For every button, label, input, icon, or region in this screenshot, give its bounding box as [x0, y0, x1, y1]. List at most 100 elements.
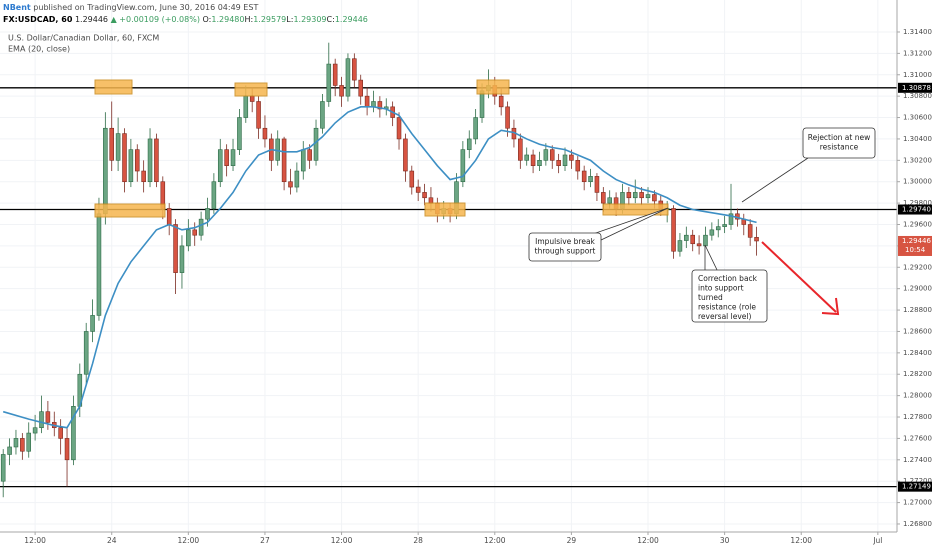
author[interactable]: NBent	[3, 3, 31, 12]
y-tick-label: 1.31200	[903, 49, 932, 57]
candle-body	[20, 438, 25, 452]
candle-body	[294, 170, 300, 188]
level-tag	[898, 481, 932, 492]
y-tick-label: 1.27400	[903, 456, 932, 464]
quote-key: H:	[244, 15, 253, 24]
candle-body	[7, 446, 12, 455]
candle-body	[58, 427, 63, 439]
candle-body	[109, 127, 115, 161]
candle-body	[288, 181, 293, 188]
candle-body	[652, 194, 657, 202]
x-tick-label: 12:00	[484, 536, 506, 545]
y-tick-label: 1.29600	[903, 221, 932, 229]
candle-body	[671, 208, 676, 252]
candle-body	[339, 85, 344, 97]
ema-line	[2, 106, 757, 429]
candle-body	[537, 160, 542, 166]
note-text: Impulsive break through support	[535, 237, 596, 256]
candle-body	[179, 245, 185, 273]
indicator-label: EMA (20, close)	[8, 45, 70, 54]
note-line: resistance	[820, 143, 859, 152]
x-tick-label: 12:00	[331, 536, 353, 545]
attribution: published on TradingView.com, June 30, 2…	[33, 3, 258, 12]
candle-body	[134, 149, 140, 172]
x-tick-label: Jul	[872, 536, 882, 545]
candle-body	[186, 229, 191, 247]
candle-body	[173, 224, 178, 273]
candle-body	[249, 95, 255, 102]
x-tick-label: 12:00	[178, 536, 200, 545]
candle-body	[205, 208, 210, 220]
candle-body	[728, 213, 734, 225]
candle-body	[230, 149, 236, 166]
note-text: Rejection at new resistance	[808, 133, 870, 152]
candle-body	[45, 411, 51, 423]
y-tick-label: 1.28600	[903, 327, 932, 335]
y-tick-label: 1.29200	[903, 263, 932, 271]
candle-body	[428, 197, 434, 204]
candle-body	[198, 218, 204, 236]
red-arrow	[761, 241, 840, 316]
candle-body	[275, 138, 280, 161]
zone-box	[424, 202, 466, 217]
quote-key: O:	[203, 15, 212, 24]
candle-body	[645, 194, 651, 199]
y-tick-label: 1.27000	[903, 499, 932, 507]
note-box	[528, 232, 602, 262]
quote-value: 1.29579	[253, 15, 286, 24]
candle-body	[128, 149, 134, 183]
arrow-head	[821, 297, 840, 316]
quote-value: 1.29446	[335, 15, 368, 24]
candle-body	[479, 90, 485, 118]
candle-body	[320, 101, 325, 129]
level-tag	[898, 82, 932, 93]
y-tick-label: 1.29000	[903, 285, 932, 293]
y-tick-label: 1.30800	[903, 92, 932, 100]
y-tick-label: 1.30000	[903, 178, 932, 186]
candle-body	[364, 95, 370, 108]
candles	[0, 42, 759, 498]
axes: 1.26800 1.27000 1.27200 1.27400 1.27600 1.278…	[24, 28, 932, 545]
candle-body	[358, 79, 363, 97]
candle-body	[243, 95, 249, 118]
candle-body	[696, 243, 702, 247]
x-tick-label: 28	[413, 536, 423, 545]
note-line: resistance (role	[698, 303, 756, 312]
candle-body	[639, 192, 644, 199]
candle-body	[122, 133, 127, 183]
note-line: Impulsive break	[535, 237, 595, 246]
pointer	[704, 244, 719, 273]
x-tick-label: 12:00	[637, 536, 659, 545]
candle-body	[569, 154, 574, 161]
candle-body	[71, 406, 76, 461]
y-tick-label: 1.28400	[903, 349, 932, 357]
candle-body	[371, 101, 376, 108]
x-tick-label: 27	[260, 536, 270, 545]
price-axis-bg	[897, 0, 932, 550]
y-tick-label: 1.30200	[903, 156, 932, 164]
candle-body	[518, 138, 523, 161]
candle-body	[64, 438, 70, 461]
x-tick-label: 29	[567, 536, 577, 545]
candle-body	[326, 63, 332, 102]
candle-body	[684, 234, 689, 241]
candle-body	[352, 58, 357, 81]
pointer	[741, 157, 809, 203]
zone-box	[602, 203, 669, 216]
zone-box	[234, 82, 268, 97]
zones	[94, 79, 669, 218]
candle-body	[377, 101, 383, 110]
candle-body	[747, 224, 753, 238]
x-tick-label: 12:00	[24, 536, 46, 545]
candle-body	[0, 454, 6, 482]
candle-body	[498, 95, 504, 108]
candle-body	[256, 101, 261, 129]
candle-body	[594, 176, 600, 193]
level-label: 1.29740	[902, 206, 931, 214]
time-axis-bg	[0, 532, 932, 550]
candle-body	[422, 192, 427, 199]
candle-body	[460, 149, 466, 183]
candle-body	[192, 229, 198, 236]
